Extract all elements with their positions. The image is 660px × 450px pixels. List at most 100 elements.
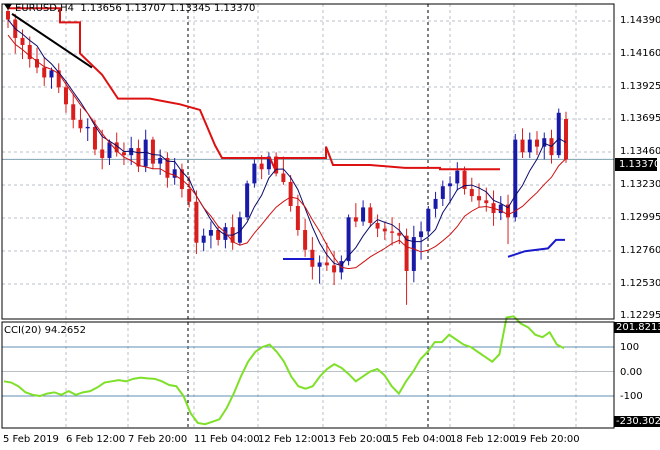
candle-body — [92, 126, 97, 150]
ohlc-label: 1.13656 1.13707 1.13345 1.13370 — [80, 3, 256, 14]
candle-body — [397, 232, 402, 236]
candle-body — [317, 262, 322, 267]
candle-body — [107, 142, 112, 158]
candle-body — [513, 139, 518, 218]
candle-body — [375, 222, 380, 229]
candle-body — [564, 118, 568, 160]
candle-body — [361, 207, 366, 222]
candle-body — [498, 204, 503, 214]
chart-frame — [1, 3, 615, 429]
candle-body — [288, 181, 293, 206]
chart-grid — [2, 4, 614, 428]
trendline — [11, 13, 93, 69]
candle-body — [71, 104, 76, 120]
candle-body — [165, 157, 170, 178]
blue-trailing-stop — [507, 238, 565, 258]
dropdown-arrow-icon[interactable] — [4, 4, 12, 10]
candle-body — [245, 183, 250, 218]
candle-body — [187, 189, 192, 202]
candle-body — [223, 227, 228, 240]
time-tick: 6 Feb 12:00 — [66, 434, 126, 445]
candle-body — [143, 139, 148, 167]
cci-max-badge: 201.8213 — [614, 322, 660, 333]
candle-body — [6, 11, 10, 20]
candle-body — [114, 142, 119, 153]
candle-body — [332, 265, 337, 273]
moving-average-lines — [7, 19, 567, 270]
candle-body — [484, 200, 489, 204]
candle-body — [477, 196, 482, 201]
price-tick: 1.13460 — [620, 146, 660, 157]
time-tick: 15 Feb 04:00 — [386, 434, 452, 445]
cci-panel-frame — [1, 321, 615, 429]
candle-body — [63, 87, 68, 105]
candle-body — [368, 207, 373, 223]
price-tick: 1.12530 — [620, 278, 660, 289]
candle-body — [172, 169, 177, 178]
candle-body — [252, 163, 257, 184]
candle-body — [346, 217, 351, 262]
candle-body — [150, 139, 155, 164]
symbol-label: EURUSD,H4 — [15, 3, 75, 14]
price-panel-frame — [1, 3, 615, 320]
candle-body — [324, 262, 329, 266]
candle-body — [100, 149, 105, 158]
candle-body — [440, 186, 445, 199]
candle-body — [237, 217, 242, 243]
candle-body — [303, 230, 308, 250]
candle-body — [201, 235, 206, 243]
candle-body — [158, 157, 163, 164]
time-tick: 18 Feb 12:00 — [450, 434, 516, 445]
time-tick: 13 Feb 20:00 — [323, 434, 389, 445]
candle-body — [462, 170, 467, 190]
panel-separator — [187, 4, 429, 428]
price-tick: 1.14160 — [620, 48, 660, 59]
time-tick: 11 Feb 04:00 — [194, 434, 260, 445]
candle-body — [295, 205, 300, 231]
candle-body — [404, 235, 409, 271]
time-tick: 19 Feb 20:00 — [514, 434, 580, 445]
candle-body — [49, 70, 54, 78]
price-tick: 1.12760 — [620, 245, 660, 256]
fast-moving-average — [7, 19, 567, 267]
candle-body — [556, 112, 561, 156]
candle-body — [78, 119, 83, 129]
cci-series — [3, 315, 565, 426]
candle-body — [390, 231, 395, 233]
price-tick: 1.12295 — [620, 310, 660, 321]
cci-level-m100-label: -100 — [620, 391, 643, 402]
candle-body — [506, 204, 511, 218]
candle-body — [266, 156, 271, 170]
candle-body — [42, 67, 47, 78]
candle-body — [20, 37, 25, 45]
candle-body — [56, 70, 61, 88]
time-tick: 7 Feb 20:00 — [128, 434, 188, 445]
candle-body — [27, 44, 32, 60]
candle-body — [259, 163, 264, 170]
price-tick: 1.12995 — [620, 212, 660, 223]
cci-min-badge: -230.3028 — [614, 416, 660, 427]
candle-body — [382, 228, 387, 232]
candle-body — [520, 139, 525, 153]
cci-line — [3, 315, 565, 426]
slow-moving-average — [7, 34, 567, 270]
candle-body — [433, 198, 438, 209]
candle-body — [274, 156, 279, 174]
price-tick: 1.14390 — [620, 15, 660, 26]
candle-body — [542, 138, 547, 147]
candle-body — [136, 148, 141, 167]
candle-body — [281, 173, 286, 182]
chart-header: EURUSD,H4 1.13656 1.13707 1.13345 1.1337… — [4, 3, 255, 14]
candle-body — [208, 230, 213, 236]
candle-body — [411, 237, 416, 271]
price-tick: 1.13695 — [620, 113, 660, 124]
red-trailing-stop — [8, 7, 500, 171]
candle-body — [535, 139, 540, 147]
cci-level-100-label: 100 — [620, 342, 640, 353]
time-tick: 12 Feb 12:00 — [258, 434, 324, 445]
stop-lines — [8, 7, 565, 260]
candle-body — [121, 152, 126, 156]
current-price-badge: 1.13370 — [615, 158, 660, 171]
candle-body — [216, 230, 221, 240]
